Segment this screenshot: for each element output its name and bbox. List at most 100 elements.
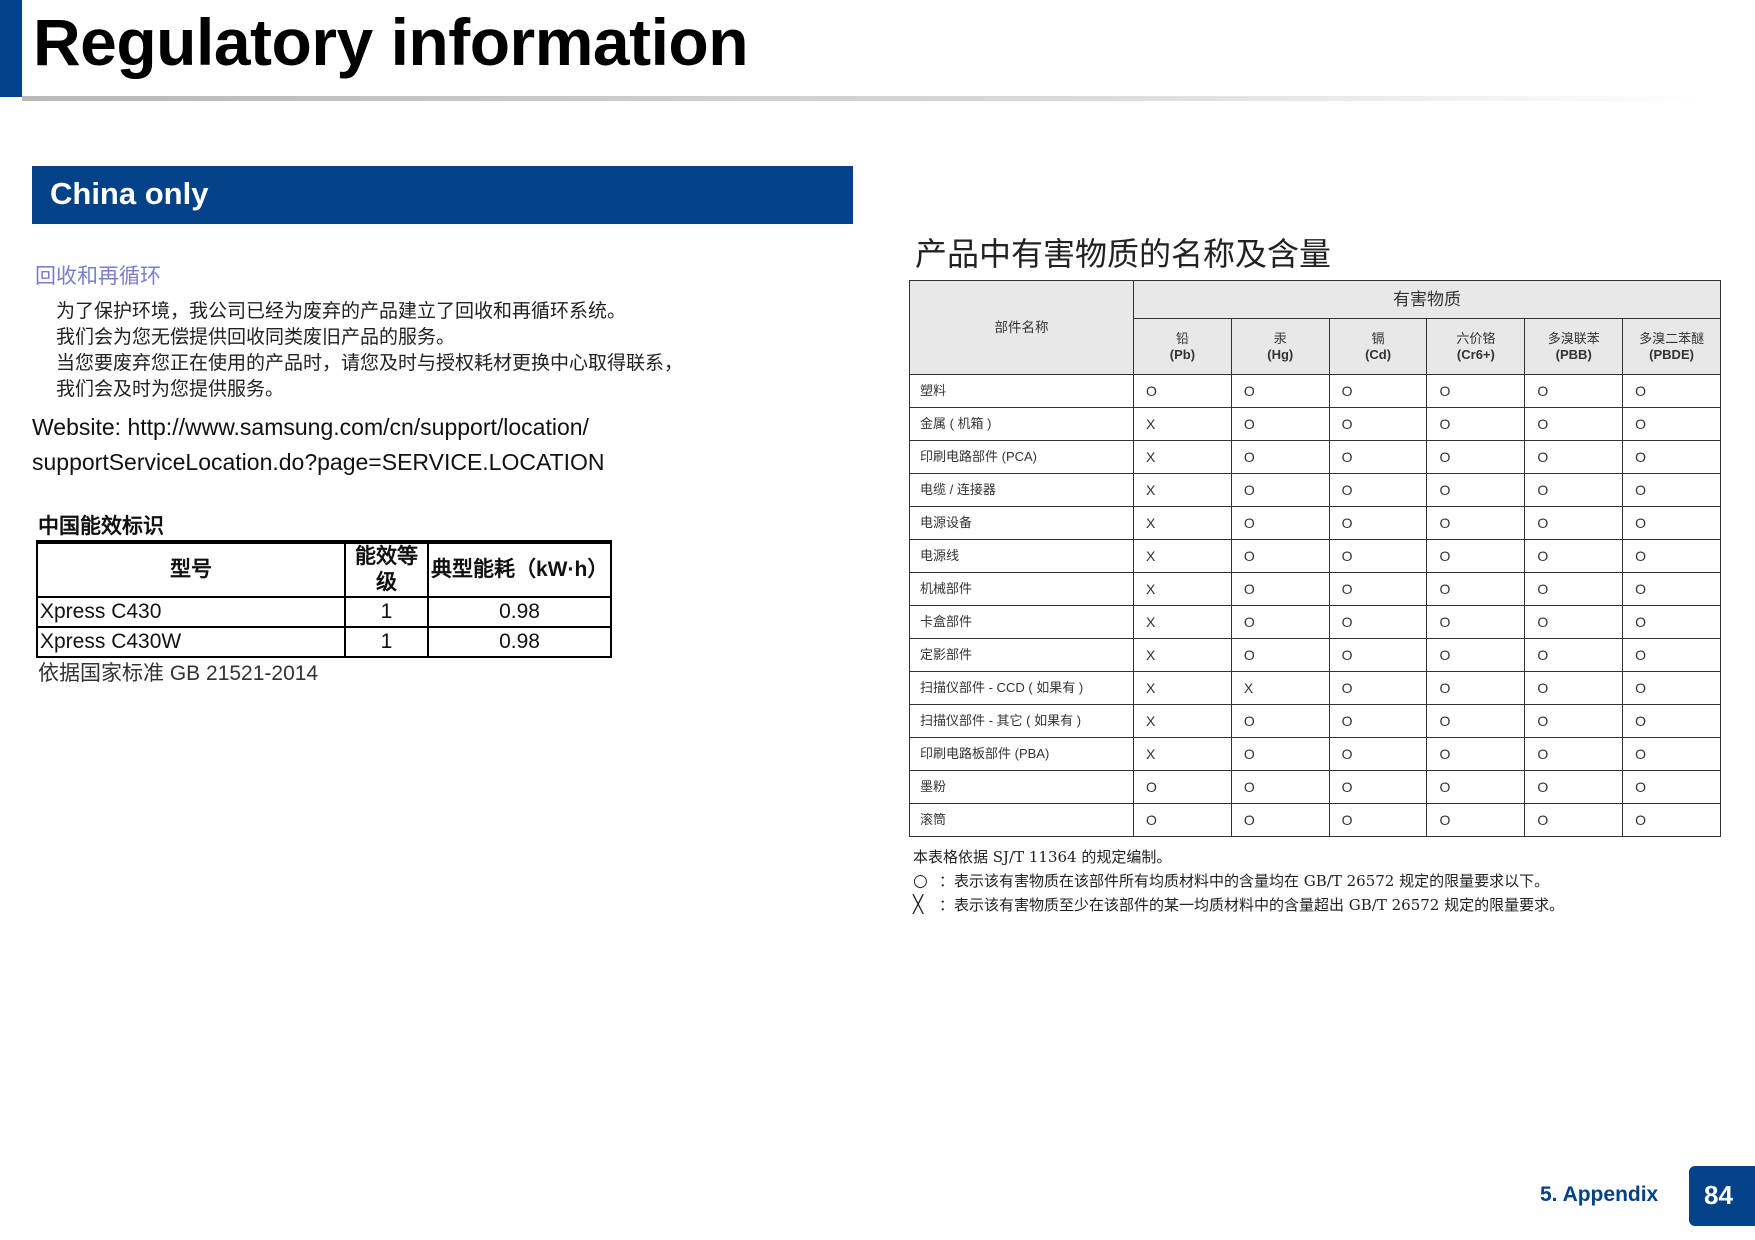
- substance-status-cell: O: [1328, 638, 1428, 672]
- substance-status-cell: O: [1524, 638, 1624, 672]
- substance-status-cell: O: [1524, 704, 1624, 738]
- column-header: 型号: [36, 540, 346, 598]
- substance-name: 汞: [1273, 330, 1287, 346]
- substance-status-cell: X: [1133, 506, 1232, 540]
- substance-status-cell: X: [1133, 572, 1232, 606]
- page-number: 84: [1704, 1180, 1733, 1210]
- energy-label-table: 型号 能效等级 典型能耗（kW·h） Xpress C430 1 0.98 Xpres…: [36, 540, 612, 658]
- substance-status-cell: O: [1328, 374, 1428, 408]
- substance-status-cell: O: [1230, 704, 1330, 738]
- website-link[interactable]: Website: http://www.samsung.com/cn/suppo…: [32, 414, 589, 440]
- substance-status-cell: O: [1328, 572, 1428, 606]
- substance-status-cell: O: [1328, 770, 1428, 804]
- substance-group-header: 有害物质: [1133, 280, 1721, 319]
- part-name: 定影部件: [909, 638, 1134, 672]
- table-cell: 0.98: [427, 596, 612, 628]
- part-name: 印刷电路部件 (PCA): [909, 440, 1134, 474]
- table-row: 扫描仪部件 - CCD ( 如果有 ) X X O O O O: [909, 671, 1721, 705]
- substance-status-cell: O: [1622, 506, 1721, 540]
- substance-status-cell: O: [1426, 605, 1526, 639]
- substance-status-cell: O: [1622, 407, 1721, 441]
- substance-status-cell: O: [1622, 374, 1721, 408]
- substance-status-cell: O: [1622, 770, 1721, 804]
- substance-status-cell: O: [1426, 572, 1526, 606]
- substance-status-cell: O: [1524, 374, 1624, 408]
- table-cell: 0.98: [427, 626, 612, 658]
- substance-name: 镉: [1371, 330, 1385, 346]
- substance-status-cell: O: [1230, 638, 1330, 672]
- substance-status-cell: O: [1230, 770, 1330, 804]
- table-row: 卡盒部件 X O O O O O: [909, 605, 1721, 639]
- substance-header: 六价铬 (Cr6+): [1426, 318, 1526, 375]
- table-cell: Xpress C430W: [36, 626, 346, 658]
- substance-status-cell: X: [1133, 440, 1232, 474]
- section-title: China only: [50, 176, 209, 211]
- table-cell: 1: [344, 626, 429, 658]
- substance-status-cell: X: [1133, 605, 1232, 639]
- substance-status-cell: O: [1622, 803, 1721, 837]
- column-header: 能效等级: [344, 540, 429, 598]
- substance-status-cell: O: [1622, 572, 1721, 606]
- substance-name: 六价铬: [1456, 330, 1496, 346]
- table-row: 电源线 X O O O O O: [909, 539, 1721, 573]
- substance-status-cell: O: [1133, 803, 1232, 837]
- table-row: 金属 ( 机箱 ) X O O O O O: [909, 407, 1721, 441]
- substance-status-cell: X: [1230, 671, 1330, 705]
- substance-status-cell: X: [1133, 737, 1232, 771]
- recycling-section: 回收和再循环 为了保护环境，我公司已经为废弃的产品建立了回收和再循环系统。 我们…: [32, 262, 792, 480]
- substance-status-cell: O: [1426, 638, 1526, 672]
- substance-status-cell: O: [1426, 407, 1526, 441]
- website-link-continued[interactable]: supportServiceLocation.do?page=SERVICE.L…: [32, 449, 605, 475]
- part-name: 墨粉: [909, 770, 1134, 804]
- table-row: Xpress C430W 1 0.98: [36, 626, 612, 658]
- substance-status-cell: O: [1622, 704, 1721, 738]
- substance-status-cell: O: [1328, 473, 1428, 507]
- part-name: 电源线: [909, 539, 1134, 573]
- substance-status-cell: O: [1426, 737, 1526, 771]
- table-row: Xpress C430 1 0.98: [36, 596, 612, 628]
- substance-symbol: (Pb): [1169, 346, 1196, 362]
- page-title: Regulatory information: [33, 5, 749, 79]
- table-row: 墨粉 O O O O O O: [909, 770, 1721, 804]
- substance-status-cell: O: [1328, 671, 1428, 705]
- substance-status-cell: O: [1622, 473, 1721, 507]
- recycling-line: 当您要废弃您正在使用的产品时，请您及时与授权耗材更换中心取得联系，: [56, 352, 684, 374]
- table-cell: 1: [344, 596, 429, 628]
- substance-symbol: (Cr6+): [1456, 346, 1495, 362]
- substance-symbol: (Cd): [1365, 346, 1392, 362]
- page-number-badge: [1689, 1166, 1755, 1226]
- substance-status-cell: O: [1230, 407, 1330, 441]
- table-row: 电源设备 X O O O O O: [909, 506, 1721, 540]
- substance-status-cell: O: [1622, 671, 1721, 705]
- substance-status-cell: O: [1622, 440, 1721, 474]
- substance-status-cell: X: [1133, 473, 1232, 507]
- substance-status-cell: O: [1524, 770, 1624, 804]
- substance-status-cell: O: [1524, 803, 1624, 837]
- substance-status-cell: O: [1524, 737, 1624, 771]
- circle-legend-note: ○ ：表示该有害物质在该部件所有均质材料中的含量均在 GB/T 26572 规定的…: [913, 869, 1721, 893]
- substance-name: 铅: [1175, 330, 1189, 346]
- substance-status-cell: O: [1328, 803, 1428, 837]
- header-accent-bar: [0, 0, 22, 97]
- hazard-section: 产品中有害物质的名称及含量 部件名称 有害物质 铅 (Pb) 汞 (Hg) 镉 (Cd) 六…: [909, 232, 1721, 917]
- part-name: 电源设备: [909, 506, 1134, 540]
- substance-status-cell: O: [1524, 473, 1624, 507]
- circle-legend-text: ：表示该有害物质在该部件所有均质材料中的含量均在 GB/T 26572 规定的限…: [939, 872, 1550, 890]
- table-row: 电缆 / 连接器 X O O O O O: [909, 473, 1721, 507]
- substance-status-cell: X: [1133, 704, 1232, 738]
- recycling-line: 我们会为您无偿提供回收同类废旧产品的服务。: [56, 326, 456, 348]
- circle-icon: ○: [913, 871, 928, 891]
- substance-name: 多溴二苯醚: [1639, 330, 1705, 346]
- column-header: 典型能耗（kW·h）: [427, 540, 612, 598]
- part-name: 机械部件: [909, 572, 1134, 606]
- substance-status-cell: O: [1133, 374, 1232, 408]
- substance-status-cell: X: [1133, 638, 1232, 672]
- section-bar: [32, 166, 853, 224]
- recycling-line: 我们会及时为您提供服务。: [56, 378, 285, 400]
- substance-status-cell: O: [1524, 407, 1624, 441]
- substance-header: 镉 (Cd): [1328, 318, 1428, 375]
- substance-symbol: (Hg): [1267, 346, 1294, 362]
- substance-header: 铅 (Pb): [1133, 318, 1232, 375]
- substance-status-cell: O: [1524, 539, 1624, 573]
- part-name: 扫描仪部件 - CCD ( 如果有 ): [909, 671, 1134, 705]
